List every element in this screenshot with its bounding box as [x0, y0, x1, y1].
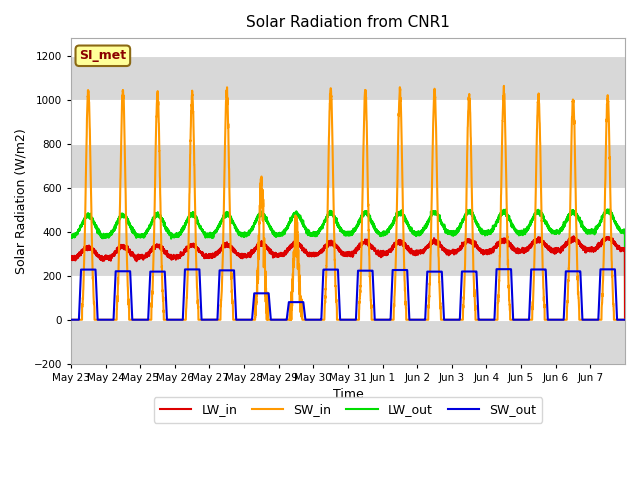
Bar [71, 188, 625, 232]
SW_in [369, 317, 376, 323]
LW_in [621, 317, 629, 323]
SW_in [67, 317, 75, 323]
LW_out [500, 210, 508, 216]
LW_out [604, 206, 611, 212]
SW_in [500, 83, 508, 89]
LW_in [527, 242, 535, 248]
LW_out [621, 317, 629, 323]
LW_in [67, 255, 75, 261]
LW_out [369, 221, 376, 227]
Bar [71, 100, 625, 144]
SW_in [621, 317, 629, 323]
LW_out [182, 220, 189, 226]
SW_out [527, 266, 535, 272]
Y-axis label: Solar Radiation (W/m2): Solar Radiation (W/m2) [15, 128, 28, 274]
Legend: LW_in, SW_in, LW_out, SW_out: LW_in, SW_in, LW_out, SW_out [154, 397, 542, 422]
SW_in [500, 96, 508, 102]
SW_out [369, 268, 376, 274]
Bar [71, 38, 625, 56]
Bar [71, 276, 625, 320]
LW_out [67, 232, 75, 238]
SW_out [541, 266, 549, 272]
SW_out [500, 266, 508, 272]
LW_in [541, 241, 549, 247]
Bar [71, 144, 625, 188]
LW_in [570, 233, 577, 239]
LW_out [541, 221, 549, 227]
X-axis label: Time: Time [333, 388, 364, 401]
Line: LW_out: LW_out [71, 209, 625, 320]
LW_in [369, 244, 376, 250]
LW_out [398, 211, 406, 217]
LW_out [527, 219, 535, 225]
SW_in [398, 164, 406, 169]
Title: Solar Radiation from CNR1: Solar Radiation from CNR1 [246, 15, 450, 30]
Bar [71, 56, 625, 100]
SW_in [527, 317, 535, 323]
LW_in [182, 247, 189, 252]
Line: LW_in: LW_in [71, 236, 625, 320]
SW_in [182, 317, 189, 323]
SW_out [67, 317, 75, 323]
Text: SI_met: SI_met [79, 49, 126, 62]
Bar [71, 232, 625, 276]
SW_out [493, 266, 500, 272]
LW_in [398, 239, 406, 244]
Bar [71, 320, 625, 364]
SW_out [398, 267, 406, 273]
SW_out [621, 317, 629, 323]
LW_in [500, 238, 508, 244]
SW_out [182, 266, 189, 272]
SW_in [541, 317, 549, 323]
Line: SW_in: SW_in [71, 86, 625, 320]
Line: SW_out: SW_out [71, 269, 625, 320]
